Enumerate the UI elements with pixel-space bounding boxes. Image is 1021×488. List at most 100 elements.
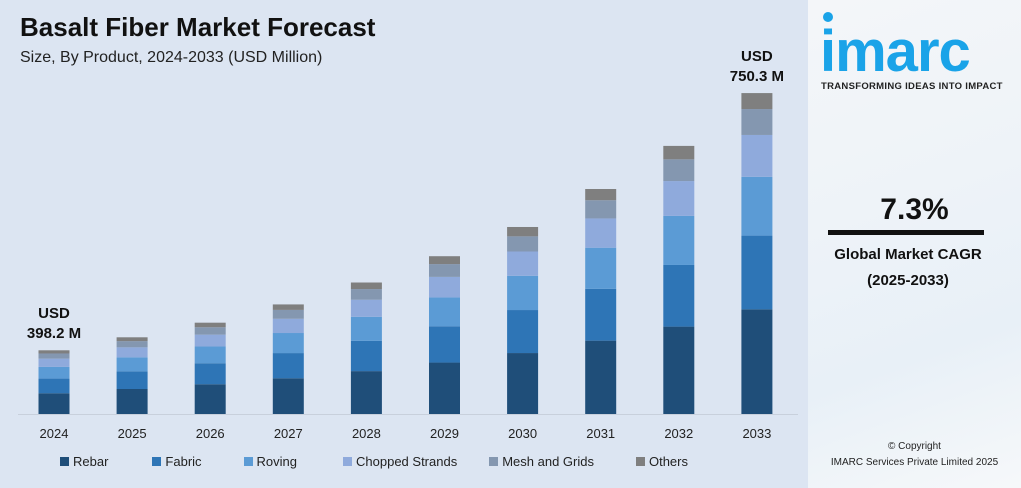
bar-segment-mesh-and-grids-2030 — [507, 236, 539, 252]
bar-segment-mesh-and-grids-2029 — [429, 264, 460, 277]
total-label-value: 750.3 M — [729, 68, 784, 86]
legend-swatch — [343, 457, 353, 466]
x-tick-label: 2028 — [352, 426, 381, 441]
bar-segment-rebar-2025 — [116, 388, 148, 414]
logo-tagline: TRANSFORMING IDEAS INTO IMPACT — [821, 81, 1003, 92]
bar-segment-others-2027 — [272, 304, 304, 310]
cagr-period: (2025-2033) — [867, 272, 949, 289]
bar-segment-chopped-strands-2030 — [507, 251, 539, 276]
logo-dot — [823, 12, 833, 22]
bar-segment-others-2030 — [507, 226, 539, 237]
x-tick-label: 2030 — [508, 426, 537, 441]
copyright-company: IMARC Services Private Limited 2025 — [830, 457, 999, 468]
bar-segment-mesh-and-grids-2024 — [38, 353, 70, 359]
legend-item-fabric: Fabric — [152, 454, 202, 469]
bar-segment-rebar-2033 — [741, 309, 773, 414]
bar-segment-roving-2024 — [38, 366, 70, 379]
x-tick-label: 2027 — [274, 426, 303, 441]
legend-label: Chopped Strands — [356, 454, 458, 469]
bar-segment-others-2028 — [350, 282, 382, 290]
bar-segment-rebar-2031 — [585, 340, 617, 414]
x-tick-label: 2024 — [40, 426, 69, 441]
bar-plot: 2024 2025 2026 2027 2028 2029 2030 2031 2032 2033 — [18, 93, 798, 441]
bar-segment-fabric-2033 — [741, 235, 773, 310]
bar-segment-fabric-2025 — [116, 371, 148, 389]
bar-segment-mesh-and-grids-2027 — [272, 309, 304, 319]
legend-label: Rebar — [73, 454, 109, 469]
copyright: © Copyright — [888, 441, 941, 452]
total-label-value: 398.2 M — [26, 325, 82, 343]
bar-segment-mesh-and-grids-2025 — [116, 341, 148, 348]
x-tick-label: 2029 — [430, 426, 459, 441]
bar-segment-roving-2027 — [272, 333, 304, 354]
legend-label: Fabric — [165, 454, 202, 469]
total-label-currency: USD — [38, 305, 70, 323]
legend-label: Roving — [256, 454, 298, 469]
bar-segment-fabric-2031 — [585, 288, 617, 341]
legend-label: Mesh and Grids — [502, 454, 594, 469]
bar-segment-fabric-2024 — [38, 378, 70, 394]
bar-segment-rebar-2030 — [507, 353, 539, 414]
bar-segment-roving-2031 — [585, 247, 617, 289]
bar-segment-roving-2030 — [507, 275, 539, 311]
bar-segment-chopped-strands-2026 — [194, 334, 226, 347]
bar-segment-others-2025 — [116, 337, 148, 342]
legend-item-others: Others — [635, 454, 688, 469]
total-label-2024: USD 398.2 M — [9, 304, 99, 344]
legend-swatch — [243, 457, 253, 466]
bar-segment-others-2029 — [429, 256, 460, 265]
bar-segment-chopped-strands-2024 — [38, 358, 70, 367]
x-tick-label: 2025 — [118, 426, 147, 441]
bar-segment-rebar-2032 — [663, 326, 695, 414]
bar-segment-fabric-2026 — [194, 363, 226, 385]
bar-segment-fabric-2028 — [350, 340, 382, 372]
legend-swatch — [489, 457, 499, 466]
bar-segment-roving-2032 — [663, 215, 695, 265]
bar-segment-mesh-and-grids-2032 — [663, 159, 695, 182]
bar-segment-fabric-2027 — [272, 353, 304, 379]
total-label-currency: USD — [741, 48, 773, 66]
bar-segment-others-2032 — [663, 145, 695, 160]
legend-swatch — [152, 457, 162, 466]
cagr-value: 7.3% — [880, 193, 949, 226]
bar-segment-others-2026 — [194, 322, 226, 328]
bar-segment-mesh-and-grids-2031 — [585, 200, 617, 219]
bar-segment-chopped-strands-2027 — [272, 318, 304, 334]
bar-segment-roving-2028 — [350, 316, 382, 341]
imarc-logo: imarc — [820, 19, 971, 84]
legend-item-chopped-strands: Chopped Strands — [343, 454, 457, 469]
bar-segment-rebar-2027 — [272, 378, 304, 414]
bar-segment-roving-2026 — [194, 346, 226, 364]
legend: Rebar Fabric Roving Chopped Strands Mesh and… — [60, 454, 688, 469]
bar-segment-mesh-and-grids-2033 — [741, 109, 773, 135]
bar-segment-chopped-strands-2032 — [663, 181, 695, 216]
bar-segment-chopped-strands-2028 — [350, 299, 382, 317]
total-label-2033: USD 750.3 M — [712, 47, 802, 87]
x-tick-label: 2032 — [664, 426, 693, 441]
bar-segment-rebar-2028 — [350, 371, 382, 414]
bar-segment-roving-2029 — [429, 297, 460, 327]
chart-subtitle: Size, By Product, 2024-2033 (USD Million… — [20, 49, 323, 66]
cagr-label: Global Market CAGR — [834, 246, 982, 263]
bar-segment-chopped-strands-2033 — [741, 134, 773, 177]
bar-segment-fabric-2030 — [507, 310, 539, 354]
chart-panel: Basalt Fiber Market Forecast Size, By Pr… — [0, 0, 808, 488]
x-tick-label: 2031 — [586, 426, 615, 441]
legend-swatch — [635, 457, 645, 466]
side-panel: imarc TRANSFORMING IDEAS INTO IMPACT 7.3… — [808, 0, 1021, 488]
legend-swatch — [60, 457, 69, 466]
bar-segment-mesh-and-grids-2028 — [350, 289, 382, 300]
bar-segment-chopped-strands-2029 — [429, 276, 460, 298]
divider — [828, 230, 984, 235]
legend-item-mesh-and-grids: Mesh and Grids — [489, 454, 594, 469]
chart-title: Basalt Fiber Market Forecast — [20, 12, 376, 42]
bar-segment-rebar-2024 — [38, 393, 70, 414]
bar-segment-roving-2033 — [741, 176, 773, 236]
bar-segment-mesh-and-grids-2026 — [194, 327, 226, 335]
bar-segment-roving-2025 — [116, 357, 148, 372]
bar-segment-rebar-2026 — [194, 384, 226, 414]
bar-segment-fabric-2029 — [429, 326, 460, 363]
bar-segment-rebar-2029 — [429, 362, 460, 414]
legend-item-rebar: Rebar — [60, 454, 108, 469]
bar-segment-others-2031 — [585, 189, 617, 201]
